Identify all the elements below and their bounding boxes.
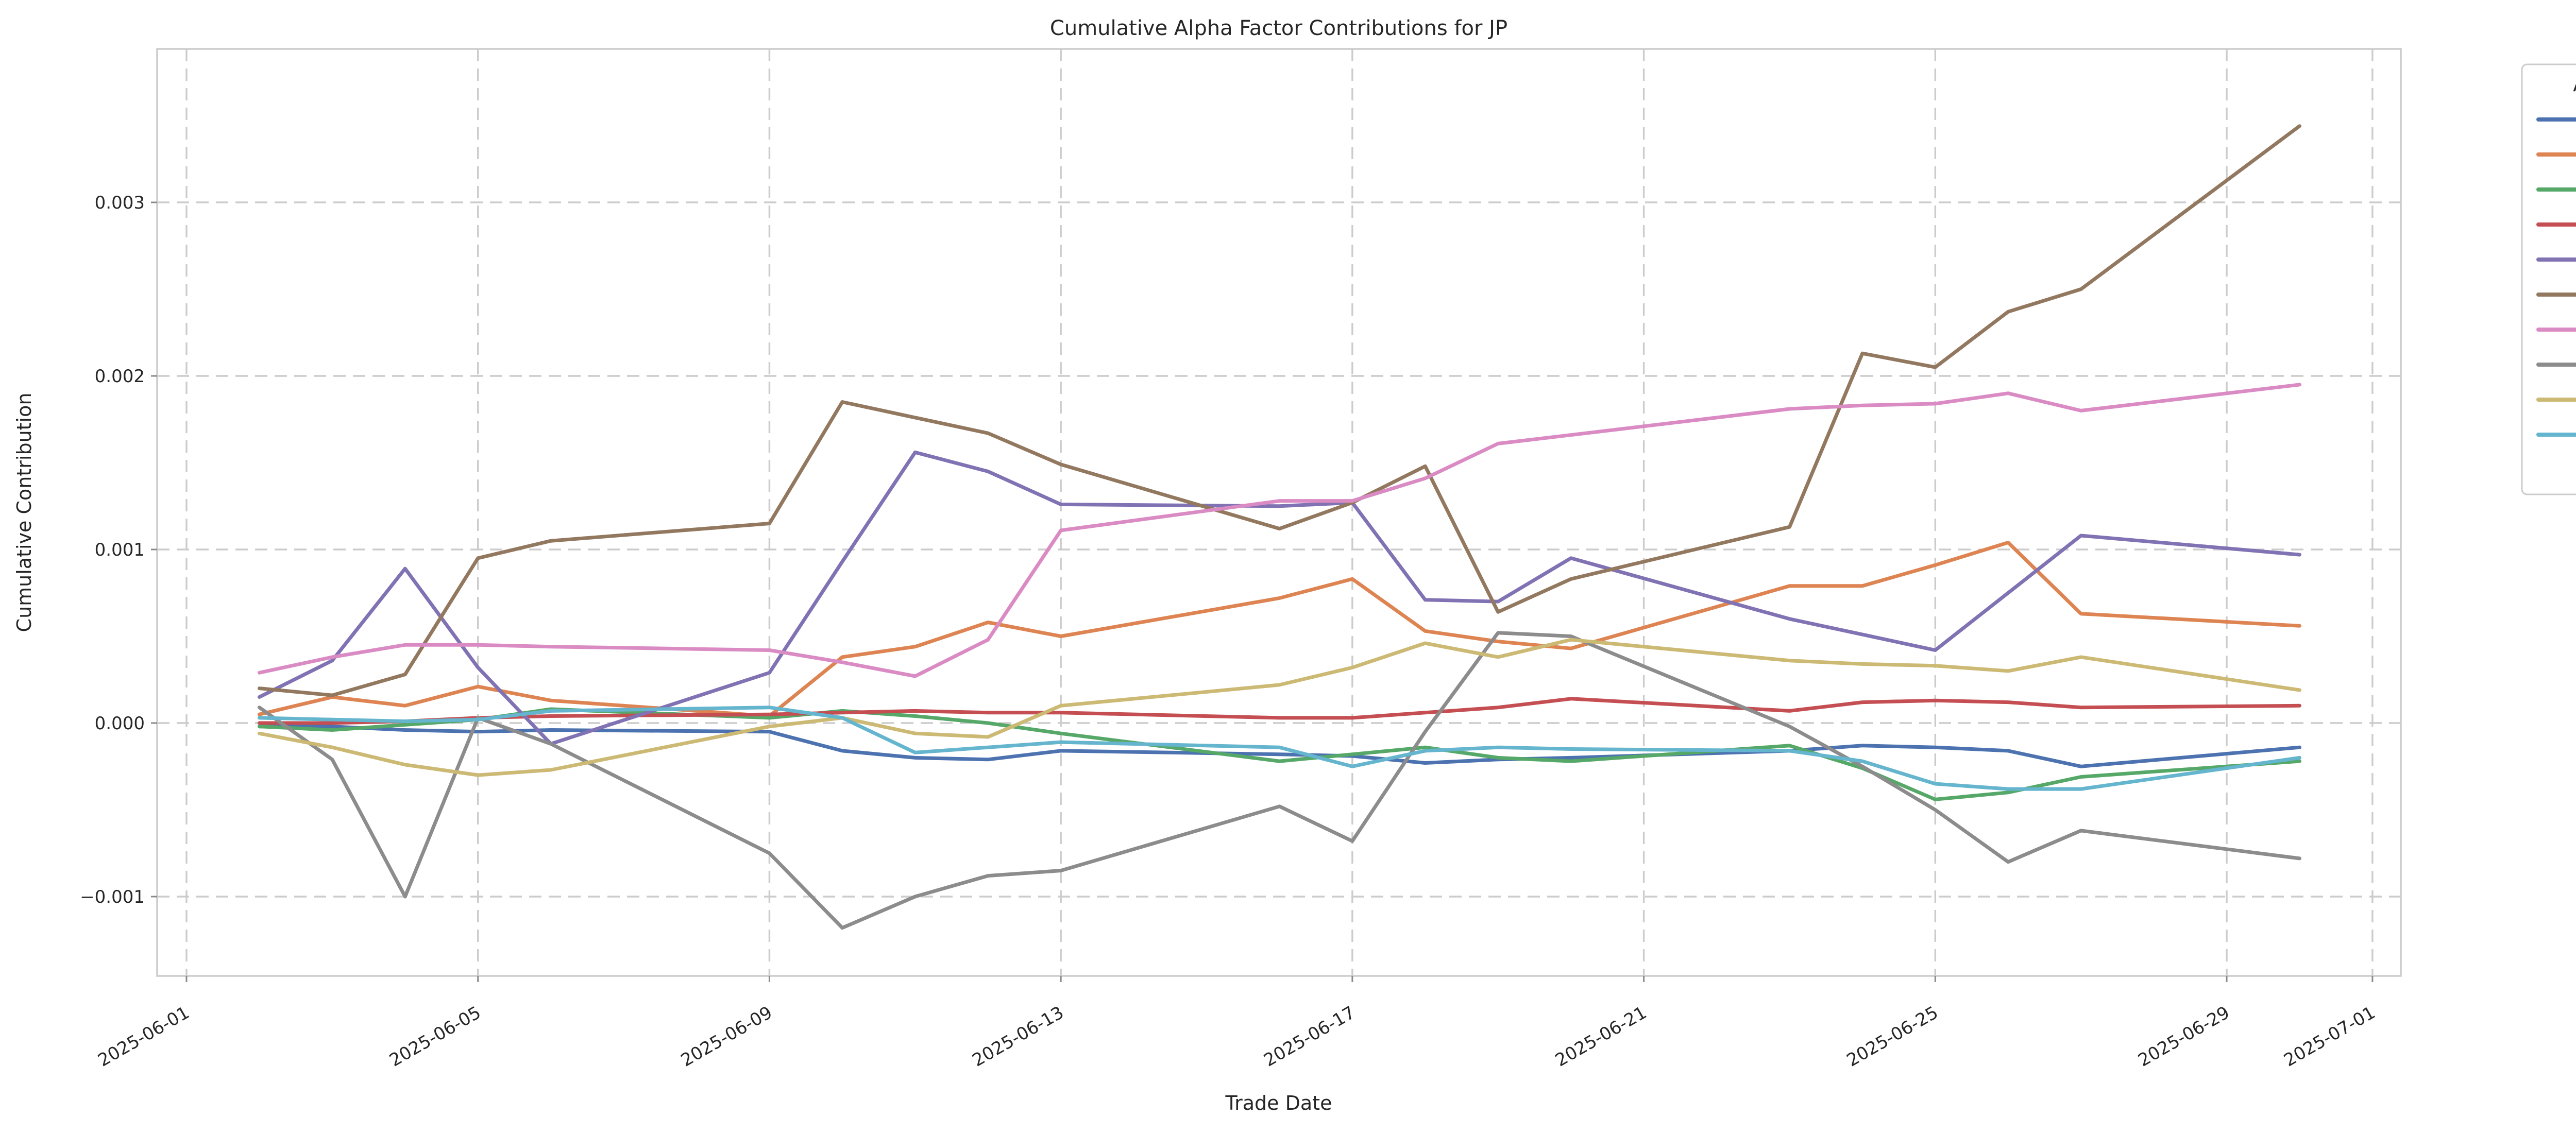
legend-entry-revision: revision [2536, 328, 2576, 332]
legend-entries: fmom linkage momentum neglect quality reversa… [2536, 117, 2576, 437]
legend-box [2521, 63, 2576, 495]
x-tick-label: 2025-06-13 [969, 1002, 1067, 1071]
x-tick-label: 2025-06-25 [1843, 1002, 1942, 1071]
x-tick-label: 2025-07-01 [2280, 1002, 2379, 1071]
x-tick-label: 2025-06-17 [1260, 1002, 1359, 1071]
series-line-fmom [257, 725, 2301, 768]
legend-entry-quality: quality [2536, 257, 2576, 262]
legend-title: Alpha Factor [2573, 73, 2576, 96]
legend-entry-reversal: reversal [2536, 293, 2576, 297]
y-tick-label: 0.000 [95, 713, 145, 734]
x-axis-label: Trade Date [1225, 1092, 1332, 1114]
chart-title: Cumulative Alpha Factor Contributions fo… [1050, 16, 1507, 40]
legend-entry-value_liq: value_liq [2536, 433, 2576, 437]
y-tick-label: 0.001 [95, 540, 145, 560]
series-line-quality [257, 450, 2301, 746]
y-tick-label: 0.003 [95, 193, 145, 213]
x-tick-label: 2025-06-01 [94, 1002, 193, 1071]
y-axis-label: Cumulative Contribution [13, 393, 36, 632]
series-line-revision [257, 383, 2301, 678]
tick-labels-layer: 2025-06-01 2025-06-05 2025-06-09 2025-06-13… [80, 193, 2379, 1071]
y-tick-label: −0.001 [80, 887, 145, 907]
legend-entry-value_gc: value_gc [2536, 398, 2576, 402]
axes-frame [156, 48, 2402, 977]
line-series-layer [257, 124, 2301, 930]
series-line-stability [257, 631, 2301, 930]
legend-entry-linkage: linkage [2536, 152, 2576, 157]
x-tick-label: 2025-06-05 [386, 1002, 484, 1071]
series-line-value_liq [257, 706, 2301, 791]
series-line-reversal [257, 124, 2301, 697]
x-tick-label: 2025-06-21 [1552, 1002, 1650, 1071]
legend-entry-fmom: fmom [2536, 117, 2576, 122]
x-tick-label: 2025-06-29 [2134, 1002, 2233, 1071]
series-line-value_gc [257, 638, 2301, 777]
x-tick-label: 2025-06-09 [677, 1002, 776, 1071]
legend-entry-neglect: neglect [2536, 222, 2576, 227]
legend-entry-momentum: momentum [2536, 187, 2576, 192]
y-tick-label: 0.002 [95, 366, 145, 387]
legend: Alpha Factor fmom linkage momentum neglect q… [2521, 63, 2576, 495]
series-line-linkage [257, 541, 2301, 718]
legend-entry-stability: stability [2536, 363, 2576, 367]
